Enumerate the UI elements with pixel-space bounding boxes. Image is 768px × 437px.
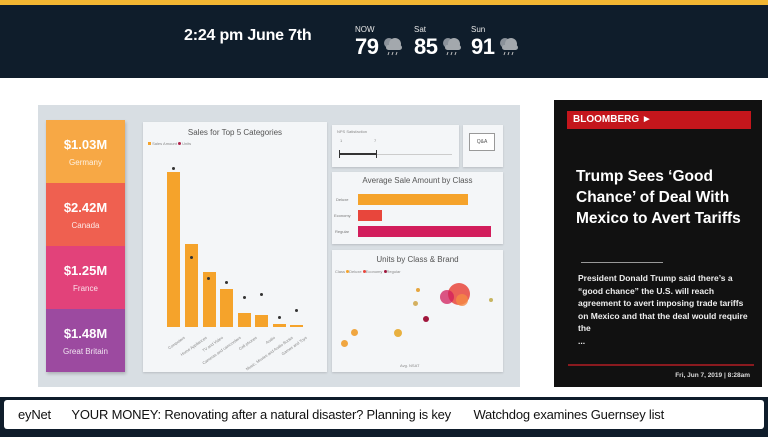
kpi-label: Canada bbox=[71, 221, 100, 230]
avg-sale-panel: Average Sale Amount by Class Deluxe Econ… bbox=[332, 172, 503, 244]
weather-sat: Sat 85 bbox=[414, 25, 464, 65]
scatter-point bbox=[489, 298, 493, 302]
ticker-item[interactable]: YOUR MONEY: Renovating after a natural d… bbox=[71, 407, 451, 422]
kpi-value: $1.48M bbox=[63, 326, 108, 341]
units-dot bbox=[225, 281, 228, 284]
kpi-card-canada: $2.42M Canada bbox=[46, 183, 125, 246]
units-dot bbox=[172, 167, 175, 170]
bar-label: Economy bbox=[334, 213, 351, 218]
x-axis-label: Avg. NSAT bbox=[400, 363, 420, 368]
bar-cell-phones[interactable] bbox=[238, 313, 251, 327]
units-scatter-panel: Units by Class & Brand Class Deluxe Econ… bbox=[332, 250, 503, 372]
weather-temp: 85 bbox=[414, 34, 438, 59]
bar-audio[interactable] bbox=[255, 315, 268, 327]
units-dot bbox=[190, 256, 193, 259]
slider-handle-min[interactable] bbox=[339, 150, 340, 158]
units-dot bbox=[243, 296, 246, 299]
bar-tv-video[interactable] bbox=[203, 272, 216, 327]
news-ticker[interactable]: eyNet YOUR MONEY: Renovating after a nat… bbox=[4, 400, 764, 429]
news-headline[interactable]: Trump Sees ‘Good Chance’ of Deal With Me… bbox=[576, 168, 741, 227]
qa-button[interactable]: Q&A bbox=[469, 133, 495, 151]
divider bbox=[581, 262, 663, 263]
weather-temp: 79 bbox=[355, 34, 379, 59]
news-date: Fri, Jun 7, 2019 | 8:28am bbox=[675, 372, 750, 379]
scatter-point bbox=[341, 340, 348, 347]
header-bar: 2:24 pm June 7th NOW 79 Sat 85 Sun 91 bbox=[0, 5, 768, 78]
scatter-point bbox=[413, 301, 418, 306]
rain-cloud-icon bbox=[500, 38, 518, 56]
kpi-value: $1.25M bbox=[63, 263, 108, 278]
units-dot bbox=[260, 293, 263, 296]
chart-title: Units by Class & Brand bbox=[376, 255, 459, 264]
weather-label: Sun bbox=[471, 25, 486, 34]
scatter-point bbox=[351, 329, 358, 336]
scatter-point bbox=[423, 316, 429, 322]
bar-regular[interactable] bbox=[358, 226, 491, 237]
bar-music-movies[interactable] bbox=[273, 324, 286, 327]
divider-red bbox=[568, 364, 754, 366]
rain-cloud-icon bbox=[443, 38, 461, 56]
kpi-label: France bbox=[73, 284, 98, 293]
weather-temp: 91 bbox=[471, 34, 495, 59]
bar-label: Deluxe bbox=[336, 197, 349, 202]
news-summary: President Donald Trump said there’s a “g… bbox=[578, 273, 748, 346]
weather-sun: Sun 91 bbox=[471, 25, 521, 65]
slider-max: 7 bbox=[374, 138, 377, 143]
bar-computers[interactable] bbox=[167, 172, 180, 327]
kpi-label: Germany bbox=[69, 158, 102, 167]
kpi-value: $2.42M bbox=[63, 200, 108, 215]
units-dot bbox=[295, 309, 298, 312]
weather-label: Sat bbox=[414, 25, 427, 34]
clock: 2:24 pm June 7th bbox=[184, 27, 312, 44]
kpi-label: Great Britain bbox=[63, 347, 108, 356]
bar-home-appliances[interactable] bbox=[185, 244, 198, 327]
chart-title: Average Sale Amount by Class bbox=[362, 176, 473, 185]
units-dot bbox=[207, 277, 210, 280]
bar-cameras[interactable] bbox=[220, 289, 233, 327]
bar-games-toys[interactable] bbox=[290, 325, 303, 327]
slider-handle-max[interactable] bbox=[376, 150, 377, 158]
scatter-point bbox=[416, 288, 420, 292]
bar-label: Regular bbox=[335, 229, 350, 234]
scatter-point bbox=[456, 294, 468, 306]
weather-now: NOW 79 bbox=[355, 25, 405, 65]
kpi-card-france: $1.25M France bbox=[46, 246, 125, 309]
weather-label: NOW bbox=[355, 25, 375, 34]
kpi-card-germany: $1.03M Germany bbox=[46, 120, 125, 183]
slider-track[interactable] bbox=[340, 154, 452, 155]
scatter-point bbox=[394, 329, 402, 337]
kpi-value: $1.03M bbox=[63, 137, 108, 152]
news-source-badge[interactable]: BLOOMBERG ► bbox=[567, 111, 751, 129]
kpi-cards: $1.03M Germany $2.42M Canada $1.25M Fran… bbox=[46, 120, 125, 372]
news-card[interactable]: BLOOMBERG ► Trump Sees ‘Good Chance’ of … bbox=[554, 100, 762, 387]
chart-legend: Sales Amount Units bbox=[148, 141, 191, 146]
bar-economy[interactable] bbox=[358, 210, 382, 221]
sales-chart-panel: Sales for Top 5 Categories Sales Amount … bbox=[143, 122, 327, 372]
slider-label: NPS Satisfaction bbox=[337, 129, 368, 134]
slider-min: 1 bbox=[340, 138, 343, 143]
bar-deluxe[interactable] bbox=[358, 194, 468, 205]
nps-slider-panel: NPS Satisfaction 1 7 bbox=[332, 125, 459, 167]
units-dot bbox=[278, 316, 281, 319]
rain-cloud-icon bbox=[384, 38, 402, 56]
kpi-card-great-britain: $1.48M Great Britain bbox=[46, 309, 125, 372]
slider-range bbox=[340, 153, 376, 155]
scatter-point bbox=[440, 290, 454, 304]
qa-panel[interactable]: Q&A bbox=[463, 125, 503, 167]
ticker-item[interactable]: eyNet bbox=[18, 407, 51, 422]
chart-title: Sales for Top 5 Categories bbox=[187, 128, 283, 137]
ticker-item[interactable]: Watchdog examines Guernsey list bbox=[473, 407, 665, 422]
top-accent-bar bbox=[0, 0, 768, 5]
scatter-legend: Class Deluxe Economy Regular bbox=[335, 269, 401, 274]
